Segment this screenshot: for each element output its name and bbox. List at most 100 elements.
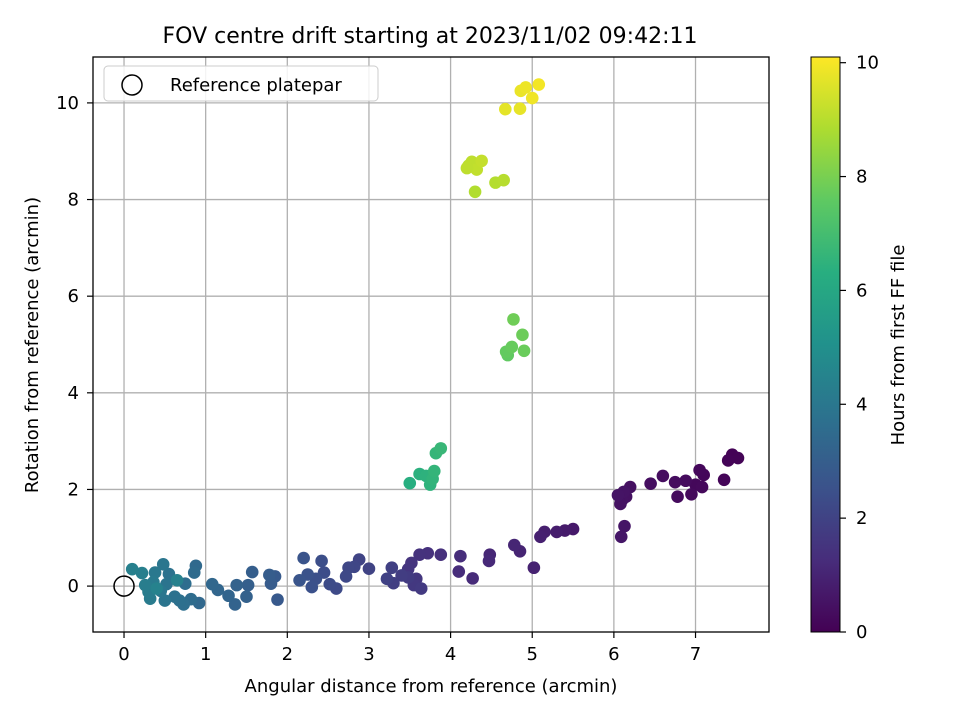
data-point — [685, 487, 698, 501]
data-point — [497, 173, 510, 187]
data-point — [614, 530, 628, 544]
data-point — [293, 573, 306, 587]
data-point — [460, 161, 474, 175]
data-point — [527, 561, 541, 575]
data-point — [170, 573, 184, 587]
colorbar-tick-label: 4 — [856, 394, 867, 415]
x-axis-label: Angular distance from reference (arcmin) — [245, 676, 618, 697]
y-axis-label: Rotation from reference (arcmin) — [22, 197, 43, 493]
x-tick-label: 0 — [118, 644, 129, 665]
data-point — [241, 578, 255, 592]
data-point — [228, 598, 242, 611]
data-point — [245, 565, 259, 579]
data-point — [507, 538, 521, 552]
data-point — [414, 582, 428, 595]
data-point — [668, 475, 682, 489]
x-tick-label: 2 — [282, 644, 293, 665]
data-point — [323, 577, 337, 591]
data-point — [150, 582, 163, 595]
data-point — [222, 589, 235, 603]
x-tick-label: 6 — [608, 644, 619, 665]
colorbar-label: Hours from first FF file — [888, 245, 909, 446]
data-point — [339, 570, 353, 583]
data-point — [513, 102, 527, 116]
data-point — [519, 81, 533, 94]
data-point — [482, 554, 496, 568]
data-point — [550, 525, 564, 539]
data-point — [413, 548, 426, 561]
data-point — [452, 565, 466, 578]
data-point — [148, 566, 162, 579]
y-tick-label: 10 — [56, 93, 79, 114]
x-tick-label: 7 — [690, 644, 701, 665]
colorbar-tick-label: 6 — [856, 280, 867, 301]
colorbar-ticks: 0 2 4 6 8 10 — [840, 53, 879, 643]
data-point — [205, 577, 219, 591]
data-point — [427, 464, 441, 478]
colorbar-tick-label: 0 — [856, 622, 867, 643]
x-axis-ticks: 0 1 2 3 4 5 6 7 — [118, 632, 701, 665]
data-point — [271, 593, 284, 606]
legend-marker-icon — [121, 74, 143, 96]
data-point — [693, 463, 706, 477]
reference-point-marker — [113, 575, 135, 597]
data-point — [158, 594, 172, 607]
legend-box — [103, 65, 379, 102]
data-point — [517, 344, 531, 358]
data-point — [516, 328, 529, 342]
data-point — [717, 473, 731, 487]
data-point — [434, 548, 448, 561]
colorbar-tick-label: 2 — [856, 508, 867, 529]
data-point — [454, 549, 467, 563]
y-tick-label: 0 — [68, 576, 79, 597]
data-point — [230, 578, 243, 592]
y-tick-label: 8 — [68, 190, 79, 211]
x-tick-label: 3 — [363, 644, 374, 665]
legend-entry-reference: Reference platepar — [170, 75, 342, 96]
data-point — [671, 490, 684, 504]
data-point — [618, 519, 631, 533]
y-tick-label: 6 — [68, 286, 79, 307]
data-point — [475, 154, 488, 168]
data-point — [505, 340, 519, 354]
plot-frame — [92, 56, 770, 633]
data-point — [380, 572, 394, 586]
colorbar-frame — [810, 56, 841, 633]
data-point — [240, 590, 253, 604]
data-point — [695, 480, 709, 494]
data-point — [362, 562, 376, 576]
colorbar — [811, 57, 840, 632]
colorbar-tick-label: 8 — [856, 167, 867, 188]
data-point — [498, 102, 512, 116]
x-tick-label: 1 — [200, 644, 211, 665]
data-point — [168, 590, 181, 604]
reference-point — [113, 575, 135, 597]
data-point — [138, 578, 152, 592]
data-point — [403, 476, 417, 490]
data-point — [135, 566, 149, 580]
x-tick-label: 4 — [445, 644, 456, 665]
data-point — [297, 551, 310, 565]
data-point — [731, 451, 745, 465]
data-point — [507, 313, 520, 326]
data-point — [656, 469, 670, 483]
y-tick-label: 4 — [68, 383, 79, 404]
chart-title: FOV centre drift starting at 2023/11/02 … — [163, 24, 698, 49]
data-point — [187, 566, 201, 579]
data-point — [525, 91, 539, 105]
data-point — [156, 558, 170, 571]
y-axis-ticks: 0 2 4 6 8 10 — [56, 93, 93, 597]
data-point — [395, 569, 408, 582]
data-point — [315, 554, 328, 568]
data-point — [125, 562, 139, 576]
x-tick-label: 5 — [527, 644, 538, 665]
data-point — [385, 561, 399, 575]
data-point — [305, 580, 319, 594]
data-point — [263, 568, 276, 582]
data-point — [534, 530, 547, 544]
data-point — [532, 78, 546, 91]
data-point — [611, 488, 625, 502]
data-points — [125, 78, 745, 611]
data-point — [721, 454, 735, 467]
